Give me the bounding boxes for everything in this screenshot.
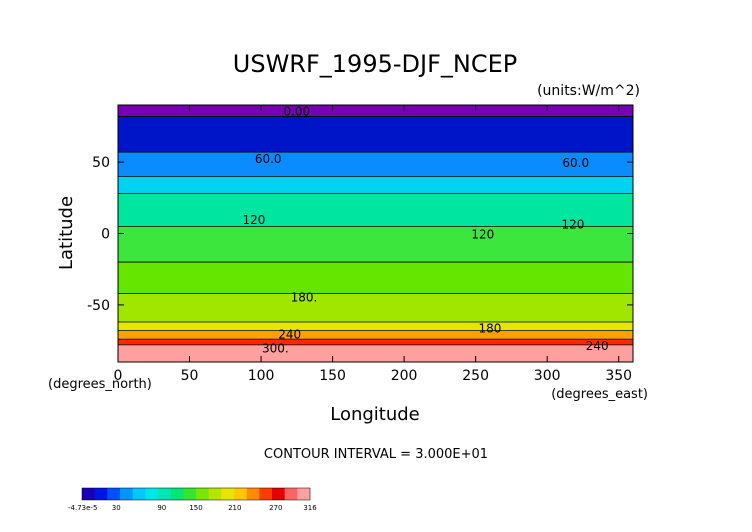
contour-label: 300. — [262, 342, 289, 356]
lat-band-8 — [118, 322, 633, 331]
contour-label: 60.0 — [562, 156, 589, 170]
x-tick-label: 100 — [248, 368, 275, 384]
contour-label: 180 — [478, 322, 501, 336]
colorbar-swatch — [158, 488, 171, 500]
contour-label: 180. — [291, 290, 318, 304]
x-axis: 0 50 100 150 200 250 300 350 — [114, 105, 632, 384]
colorbar-swatch — [107, 488, 121, 500]
contour-label: 240 — [586, 339, 609, 353]
lat-band-5 — [118, 226, 633, 263]
x-tick-label: 150 — [319, 368, 346, 384]
colorbar-swatch — [221, 488, 235, 500]
colorbar-tick-label: 270 — [269, 504, 282, 512]
y-tick-label: -50 — [87, 298, 110, 314]
y-unit-label: (degrees_north) — [48, 377, 152, 392]
colorbar-tick-label: 30 — [112, 504, 121, 512]
colorbar-frame — [81, 487, 311, 501]
lat-band-9 — [118, 330, 633, 340]
colorbar-swatch — [196, 488, 209, 500]
colorbar-swatch — [246, 488, 260, 500]
contour-label: 60.0 — [255, 152, 282, 166]
colorbar-swatch — [183, 488, 197, 500]
colorbar-swatch — [259, 488, 273, 500]
lat-band-10 — [118, 339, 633, 345]
colorbar-swatch — [234, 488, 247, 500]
lat-band-11 — [118, 344, 633, 362]
y-tick-label: 0 — [101, 227, 110, 243]
contour-label: 240 — [278, 327, 301, 341]
x-tick-label: 300 — [534, 368, 561, 384]
colorbar: -4.73e-5 30 90 150 210 270 316 — [68, 487, 317, 512]
contour-interval: CONTOUR INTERVAL = 3.000E+01 — [264, 447, 488, 462]
colorbar-swatch — [132, 488, 146, 500]
x-unit-label: (degrees_east) — [551, 387, 648, 402]
contour-label: 120 — [471, 228, 494, 242]
lat-band-2 — [118, 152, 633, 177]
units-label: (units:W/m^2) — [537, 83, 640, 99]
colorbar-tick-label: 316 — [303, 504, 317, 512]
x-tick-label: 50 — [181, 368, 199, 384]
x-tick-label: 200 — [391, 368, 418, 384]
lat-band-7 — [118, 293, 633, 323]
contour-label: 120 — [561, 218, 584, 232]
lat-band-1 — [118, 116, 633, 153]
y-axis-label: Latitude — [56, 196, 77, 270]
x-tick-label: 250 — [462, 368, 489, 384]
colorbar-swatch — [170, 488, 184, 500]
colorbar-tick-label: 150 — [189, 504, 202, 512]
lat-band-4 — [118, 193, 633, 227]
lat-band-3 — [118, 176, 633, 194]
colorbar-tick-label: 210 — [228, 504, 241, 512]
chart-title: USWRF_1995-DJF_NCEP — [233, 50, 517, 78]
y-axis: -50 0 50 — [87, 155, 633, 314]
colorbar-swatch — [284, 488, 298, 500]
colorbar-swatch — [145, 488, 159, 500]
colorbar-swatch — [120, 488, 133, 500]
colorbar-swatch — [208, 488, 222, 500]
colorbar-swatch — [82, 488, 95, 500]
colorbar-swatch — [94, 488, 108, 500]
contour-label: 0.00 — [283, 105, 310, 119]
x-tick-label: 350 — [605, 368, 632, 384]
colorbar-swatch — [272, 488, 285, 500]
lat-band-0 — [118, 105, 633, 117]
x-axis-label: Longitude — [330, 404, 420, 425]
colorbar-tick-label: 90 — [157, 504, 166, 512]
lat-band-6 — [118, 262, 633, 294]
contour-label: 120 — [242, 213, 265, 227]
colorbar-swatch — [297, 488, 311, 500]
x-tick-label: 0 — [114, 368, 123, 384]
colorbar-min-label: -4.73e-5 — [68, 504, 97, 512]
y-tick-label: 50 — [92, 155, 110, 171]
